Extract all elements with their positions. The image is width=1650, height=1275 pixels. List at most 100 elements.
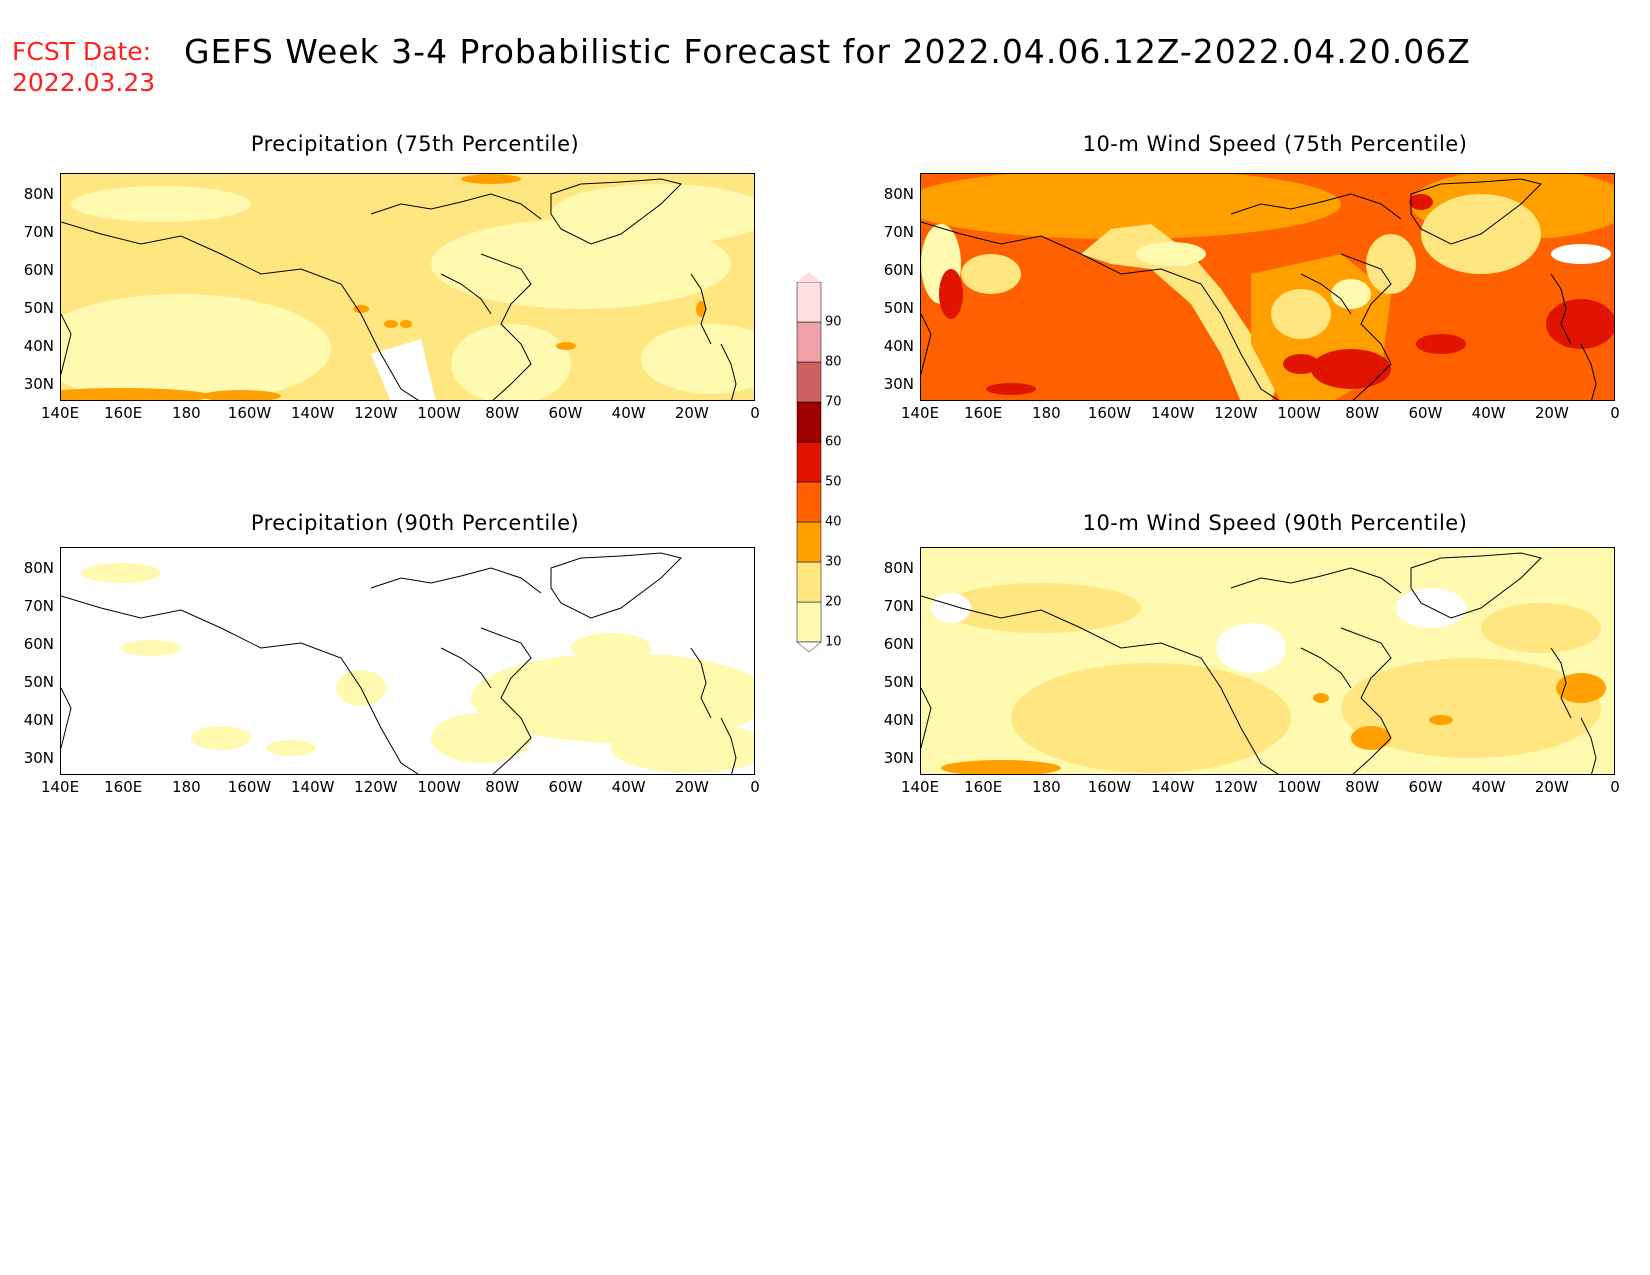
map-precip-75	[60, 173, 755, 401]
forecast-date-value: 2022.03.23	[12, 68, 156, 97]
coastline	[440, 273, 492, 315]
lon-label: 20W	[674, 778, 709, 796]
lon-label: 120W	[1214, 778, 1258, 796]
shaded-region	[1481, 603, 1601, 653]
coastline	[1300, 647, 1352, 689]
lat-label: 30N	[883, 375, 914, 393]
shaded-region	[961, 254, 1021, 294]
lon-label: 140E	[40, 778, 80, 796]
colorbar-label: 90	[825, 314, 842, 330]
coastline	[61, 221, 419, 400]
coastline	[440, 647, 492, 689]
lon-label: 60W	[1408, 778, 1443, 796]
lon-label: 180	[1032, 404, 1061, 422]
coastline	[1230, 567, 1402, 594]
lon-label: 80W	[485, 404, 520, 422]
shaded-region	[696, 301, 706, 317]
coastline	[61, 595, 419, 774]
colorbar-segment	[796, 561, 822, 603]
shaded-region	[191, 726, 251, 750]
shaded-region	[1313, 693, 1329, 703]
lat-label: 70N	[883, 223, 914, 241]
coastline	[1230, 193, 1402, 220]
lon-label: 0	[1610, 778, 1620, 796]
coastline	[921, 687, 932, 749]
lon-label: 40W	[611, 404, 646, 422]
lat-label: 40N	[23, 337, 54, 355]
lat-label: 60N	[23, 635, 54, 653]
lat-label: 50N	[23, 673, 54, 691]
panel-title-wind-90: 10-m Wind Speed (90th Percentile)	[1082, 511, 1468, 535]
lon-label: 20W	[674, 404, 709, 422]
colorbar-label: 10	[825, 634, 842, 650]
lon-label: 180	[172, 778, 201, 796]
coastline	[1580, 343, 1597, 400]
lat-label: 60N	[23, 261, 54, 279]
lat-label: 80N	[23, 185, 54, 203]
colorbar-segment	[796, 401, 822, 443]
shaded-region	[461, 174, 521, 184]
coastline	[1340, 253, 1392, 400]
coastline	[690, 647, 712, 719]
lon-label: 40W	[1471, 778, 1506, 796]
lon-label: 40W	[611, 778, 646, 796]
lon-label: 180	[1032, 778, 1061, 796]
coastline	[1340, 627, 1392, 774]
lon-label: 0	[750, 778, 760, 796]
lon-label: 140E	[900, 404, 940, 422]
coastline	[1410, 178, 1542, 245]
coastline	[1410, 552, 1542, 619]
map-wind-90	[920, 547, 1615, 775]
panel-title-precip-75: Precipitation (75th Percentile)	[250, 132, 580, 156]
lon-label: 60W	[548, 778, 583, 796]
shaded-region	[61, 294, 331, 400]
shaded-region	[921, 174, 1341, 239]
colorbar-segment	[796, 601, 822, 643]
lon-label: 120W	[354, 404, 398, 422]
shaded-region	[471, 653, 754, 743]
lon-label: 60W	[548, 404, 583, 422]
shaded-region	[1271, 289, 1331, 339]
shaded-region	[1311, 349, 1391, 389]
coastline	[1580, 717, 1597, 774]
lat-label: 40N	[883, 711, 914, 729]
coastline	[550, 178, 682, 245]
lat-label: 80N	[23, 559, 54, 577]
lat-label: 60N	[883, 635, 914, 653]
page-title: GEFS Week 3-4 Probabilistic Forecast for…	[184, 32, 1471, 71]
lon-label: 60W	[1408, 404, 1443, 422]
lon-label: 80W	[485, 778, 520, 796]
lon-label: 100W	[417, 404, 461, 422]
colorbar-label: 80	[825, 354, 842, 370]
shaded-region	[939, 269, 963, 319]
lat-label: 70N	[883, 597, 914, 615]
coastline	[550, 552, 682, 619]
shaded-region	[1011, 663, 1291, 773]
shaded-region	[384, 320, 398, 328]
coastline	[370, 193, 542, 220]
colorbar-segment	[796, 481, 822, 523]
lat-label: 50N	[883, 673, 914, 691]
lon-label: 120W	[354, 778, 398, 796]
colorbar-label: 50	[825, 474, 842, 490]
shaded-region	[81, 563, 161, 583]
coastline	[921, 313, 932, 375]
lon-label: 0	[750, 404, 760, 422]
colorbar-label: 70	[825, 394, 842, 410]
shaded-region	[1136, 242, 1206, 266]
colorbar-segment	[796, 361, 822, 403]
shaded-region	[611, 723, 754, 773]
shaded-region	[1409, 194, 1433, 210]
lat-label: 50N	[883, 299, 914, 317]
lon-label: 160E	[104, 778, 143, 796]
colorbar-segment	[796, 441, 822, 483]
lon-label: 160E	[104, 404, 143, 422]
coastline	[480, 627, 532, 774]
shaded-region	[1556, 673, 1606, 703]
shaded-region	[986, 383, 1036, 395]
map-wind-75	[920, 173, 1615, 401]
colorbar-label: 20	[825, 594, 842, 610]
forecast-date-block: FCST Date: 2022.03.23	[12, 36, 155, 98]
coastline	[1550, 273, 1572, 345]
lon-label: 40W	[1471, 404, 1506, 422]
